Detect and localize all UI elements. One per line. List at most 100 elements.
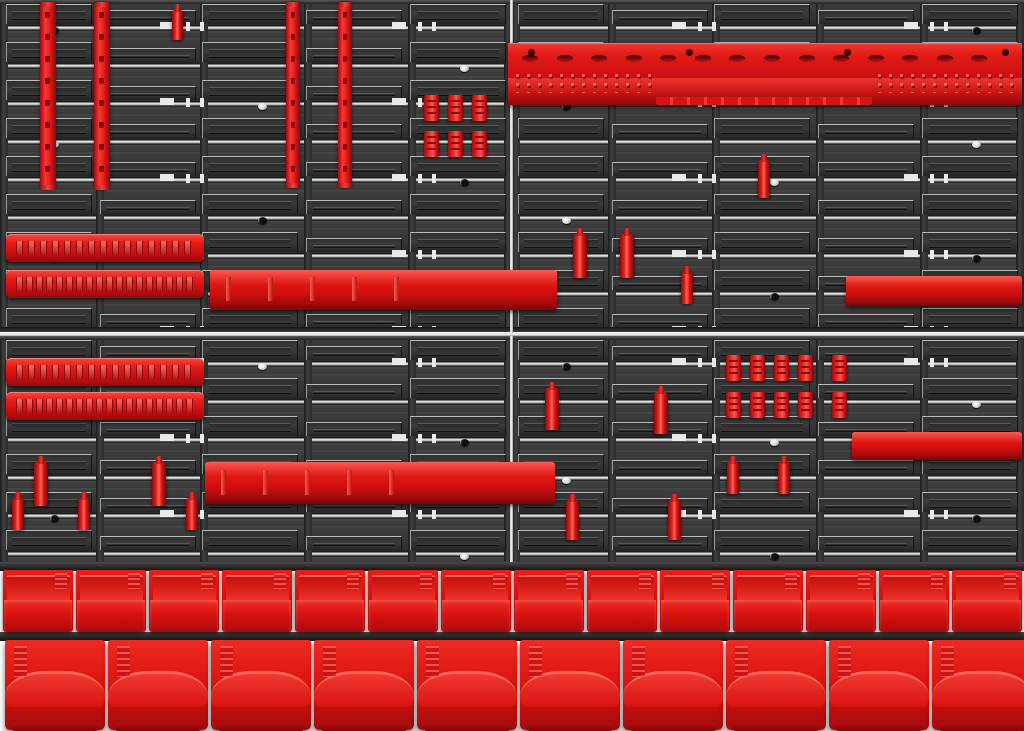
peg-hook[interactable]: [573, 228, 587, 278]
rail-slot: [45, 122, 51, 128]
tool-clip[interactable]: [726, 355, 741, 381]
rack-tooth: [64, 241, 71, 255]
clip-notch: [475, 136, 484, 138]
peg-hook[interactable]: [186, 492, 198, 530]
storage-bin-large[interactable]: [726, 640, 826, 731]
rail-slot: [99, 144, 105, 150]
peg-hook[interactable]: [727, 456, 739, 494]
peg-hook[interactable]: [152, 456, 166, 506]
storage-bin-small[interactable]: [368, 570, 438, 632]
rack-tooth: [160, 365, 167, 379]
storage-bin-large[interactable]: [417, 640, 517, 731]
bin-scoop-front: [417, 670, 517, 707]
tool-tray[interactable]: [210, 270, 557, 310]
peg-hole: [258, 363, 267, 370]
rack-tooth: [106, 277, 113, 291]
storage-bin-large[interactable]: [314, 640, 414, 731]
peg-hook[interactable]: [34, 456, 48, 506]
storage-bin-small[interactable]: [441, 570, 511, 632]
tool-clip[interactable]: [798, 392, 813, 418]
tool-clip[interactable]: [424, 131, 439, 157]
rail-slot: [45, 100, 51, 106]
rack-tooth: [88, 241, 95, 255]
vertical-rib-1: [96, 336, 104, 568]
screwdriver-rack[interactable]: [6, 392, 204, 420]
storage-bin-large[interactable]: [932, 640, 1024, 731]
peg-hook[interactable]: [78, 492, 90, 530]
tool-clip[interactable]: [448, 131, 463, 157]
rail-slot: [342, 100, 347, 106]
storage-bin-small[interactable]: [76, 570, 146, 632]
socket-hole: [522, 55, 538, 62]
tool-clip[interactable]: [798, 355, 813, 381]
tool-clip[interactable]: [774, 355, 789, 381]
storage-bin-small[interactable]: [149, 570, 219, 632]
peg-hole: [972, 401, 981, 408]
peg-hook[interactable]: [620, 228, 634, 278]
storage-bin-small[interactable]: [879, 570, 949, 632]
storage-bin-small[interactable]: [952, 570, 1022, 632]
vertical-rib-3: [304, 336, 312, 568]
peg-hook[interactable]: [545, 382, 559, 430]
vertical-tool-rail[interactable]: [286, 2, 300, 188]
storage-bin-small[interactable]: [587, 570, 657, 632]
peg-hook[interactable]: [778, 456, 790, 494]
screwdriver-rack[interactable]: [6, 234, 204, 262]
peg-hole: [460, 179, 469, 186]
slat-notch: [904, 250, 918, 257]
storage-bin-small[interactable]: [514, 570, 584, 632]
peg-hook[interactable]: [758, 154, 770, 198]
socket-bit-rail[interactable]: [508, 43, 1022, 105]
bin-front-face: [807, 599, 875, 632]
peg-hook[interactable]: [654, 386, 668, 434]
vertical-tool-rail[interactable]: [94, 2, 110, 190]
clip-notch: [451, 148, 460, 150]
peg-hook[interactable]: [172, 4, 183, 40]
tool-clip[interactable]: [774, 392, 789, 418]
tool-clip[interactable]: [448, 95, 463, 121]
storage-bin-small[interactable]: [3, 570, 73, 632]
peg-hook[interactable]: [12, 492, 24, 530]
tool-clip[interactable]: [750, 355, 765, 381]
storage-bin-large[interactable]: [5, 640, 105, 731]
screwdriver-rack[interactable]: [6, 358, 204, 386]
tool-clip[interactable]: [832, 355, 847, 381]
tool-clip[interactable]: [750, 392, 765, 418]
tray-ridge: [226, 277, 231, 302]
bin-scoop-front: [520, 670, 620, 707]
tool-tray[interactable]: [205, 462, 555, 504]
peg-hook[interactable]: [668, 494, 681, 540]
storage-bin-large[interactable]: [211, 640, 311, 731]
bin-mounting-rail: [0, 562, 1024, 571]
edge-tool-holder[interactable]: [846, 276, 1022, 306]
socket-hole: [902, 55, 919, 62]
storage-bin-small[interactable]: [660, 570, 730, 632]
peg-hook[interactable]: [566, 494, 579, 540]
slat-notch: [698, 358, 702, 367]
vertical-tool-rail[interactable]: [40, 2, 56, 190]
bin-scoop-front: [623, 670, 723, 707]
storage-bin-large[interactable]: [623, 640, 723, 731]
clip-notch: [427, 106, 436, 108]
vertical-tool-rail[interactable]: [338, 2, 352, 188]
edge-tool-holder[interactable]: [852, 432, 1022, 460]
tool-clip[interactable]: [832, 392, 847, 418]
screwdriver-rack[interactable]: [6, 270, 204, 298]
rack-tooth: [28, 241, 35, 255]
storage-bin-small[interactable]: [295, 570, 365, 632]
storage-bin-large[interactable]: [829, 640, 929, 731]
storage-bin-small[interactable]: [733, 570, 803, 632]
tool-clip[interactable]: [472, 95, 487, 121]
tool-clip[interactable]: [726, 392, 741, 418]
storage-bin-small[interactable]: [222, 570, 292, 632]
tool-clip[interactable]: [424, 95, 439, 121]
storage-bin-large[interactable]: [108, 640, 208, 731]
tool-clip[interactable]: [472, 131, 487, 157]
vertical-rib-5: [504, 336, 512, 568]
peg-hook-tip: [569, 494, 576, 502]
peg-hook[interactable]: [681, 266, 693, 304]
storage-bin-large[interactable]: [520, 640, 620, 731]
storage-bin-small[interactable]: [806, 570, 876, 632]
rack-tooth: [136, 399, 143, 413]
mounting-bolt: [1002, 49, 1009, 56]
